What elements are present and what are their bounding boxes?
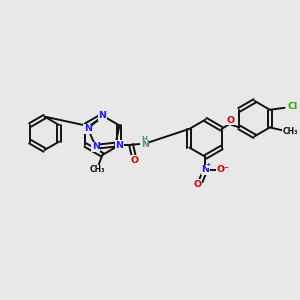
Text: O: O <box>131 156 139 165</box>
Text: N: N <box>84 124 92 133</box>
Text: CH₃: CH₃ <box>283 127 298 136</box>
Text: H: H <box>142 136 148 142</box>
Text: N: N <box>141 140 149 149</box>
Text: CH₃: CH₃ <box>90 165 105 174</box>
Text: O: O <box>226 116 235 124</box>
Text: N: N <box>202 165 209 174</box>
Text: N: N <box>92 142 100 151</box>
Text: O⁻: O⁻ <box>217 165 230 174</box>
Text: +: + <box>206 162 211 167</box>
Text: O: O <box>194 180 202 189</box>
Text: N: N <box>98 111 106 120</box>
Text: Cl: Cl <box>287 102 298 111</box>
Text: N: N <box>116 141 124 150</box>
